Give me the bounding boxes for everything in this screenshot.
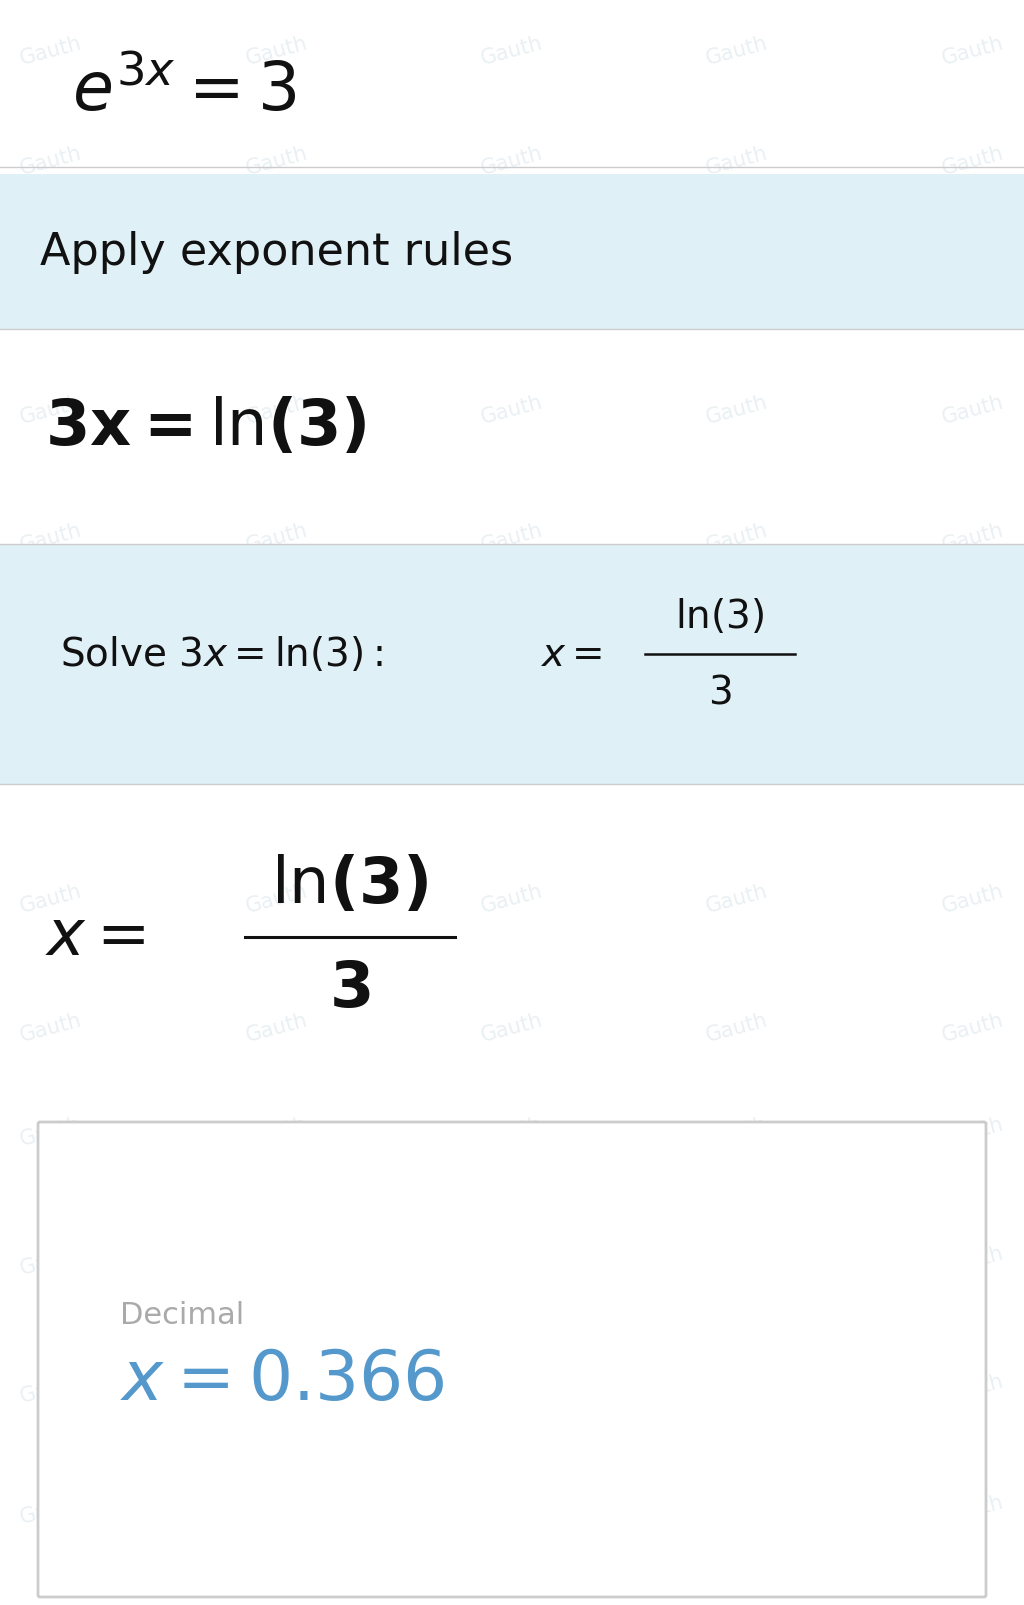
Text: Gauth: Gauth bbox=[940, 753, 1006, 788]
Text: Gauth: Gauth bbox=[479, 1010, 545, 1045]
Text: Gauth: Gauth bbox=[18, 271, 84, 307]
Text: Gauth: Gauth bbox=[244, 1491, 309, 1526]
Text: Gauth: Gauth bbox=[705, 271, 770, 307]
Text: Gauth: Gauth bbox=[479, 632, 545, 668]
Text: Gauth: Gauth bbox=[18, 520, 84, 555]
Text: Gauth: Gauth bbox=[479, 520, 545, 555]
Text: Gauth: Gauth bbox=[244, 143, 309, 178]
Text: $\mathbf{3}$: $\mathbf{3}$ bbox=[330, 958, 371, 1019]
Text: $e^{3x}=3$: $e^{3x}=3$ bbox=[72, 59, 296, 125]
Text: Gauth: Gauth bbox=[479, 1114, 545, 1149]
Text: Gauth: Gauth bbox=[18, 881, 84, 916]
Text: Gauth: Gauth bbox=[705, 392, 770, 427]
Text: Gauth: Gauth bbox=[940, 34, 1006, 69]
Text: Gauth: Gauth bbox=[705, 1010, 770, 1045]
Text: Gauth: Gauth bbox=[705, 34, 770, 69]
Text: Gauth: Gauth bbox=[705, 881, 770, 916]
Text: Gauth: Gauth bbox=[705, 143, 770, 178]
Text: Gauth: Gauth bbox=[705, 1114, 770, 1149]
Text: Gauth: Gauth bbox=[705, 632, 770, 668]
Text: Gauth: Gauth bbox=[244, 1242, 309, 1278]
Text: Gauth: Gauth bbox=[18, 143, 84, 178]
Text: Gauth: Gauth bbox=[244, 271, 309, 307]
Text: Gauth: Gauth bbox=[940, 1010, 1006, 1045]
Text: Gauth: Gauth bbox=[940, 1491, 1006, 1526]
Text: Gauth: Gauth bbox=[940, 1114, 1006, 1149]
Text: Gauth: Gauth bbox=[940, 1242, 1006, 1278]
Text: Gauth: Gauth bbox=[940, 881, 1006, 916]
Text: Gauth: Gauth bbox=[244, 520, 309, 555]
Text: Gauth: Gauth bbox=[705, 520, 770, 555]
Text: Gauth: Gauth bbox=[479, 271, 545, 307]
Text: Gauth: Gauth bbox=[244, 881, 309, 916]
Text: Decimal: Decimal bbox=[120, 1300, 245, 1329]
Text: Gauth: Gauth bbox=[940, 1371, 1006, 1406]
Text: Gauth: Gauth bbox=[940, 392, 1006, 427]
Text: Gauth: Gauth bbox=[18, 392, 84, 427]
Text: Gauth: Gauth bbox=[18, 1371, 84, 1406]
Text: Gauth: Gauth bbox=[479, 1371, 545, 1406]
Text: Gauth: Gauth bbox=[479, 881, 545, 916]
Text: $x=0.366$: $x=0.366$ bbox=[120, 1347, 444, 1412]
Text: Gauth: Gauth bbox=[244, 1114, 309, 1149]
Text: Gauth: Gauth bbox=[244, 1371, 309, 1406]
Text: Gauth: Gauth bbox=[479, 34, 545, 69]
Text: Gauth: Gauth bbox=[244, 632, 309, 668]
Text: $\mathbf{3x=\ln(3)}$: $\mathbf{3x=\ln(3)}$ bbox=[45, 396, 367, 457]
Text: Gauth: Gauth bbox=[940, 632, 1006, 668]
Text: Gauth: Gauth bbox=[18, 1114, 84, 1149]
Text: Gauth: Gauth bbox=[479, 1491, 545, 1526]
Text: Gauth: Gauth bbox=[18, 1491, 84, 1526]
FancyBboxPatch shape bbox=[0, 544, 1024, 785]
FancyBboxPatch shape bbox=[38, 1122, 986, 1597]
Text: $\mathbf{\ln(3)}$: $\mathbf{\ln(3)}$ bbox=[271, 854, 429, 915]
Text: Gauth: Gauth bbox=[940, 143, 1006, 178]
Text: Gauth: Gauth bbox=[705, 1371, 770, 1406]
Text: Gauth: Gauth bbox=[244, 753, 309, 788]
Text: Gauth: Gauth bbox=[479, 1242, 545, 1278]
Text: Gauth: Gauth bbox=[705, 1491, 770, 1526]
Text: Gauth: Gauth bbox=[18, 753, 84, 788]
Text: Gauth: Gauth bbox=[479, 143, 545, 178]
Text: $x=$: $x=$ bbox=[45, 907, 145, 968]
Text: Gauth: Gauth bbox=[705, 753, 770, 788]
Text: Gauth: Gauth bbox=[18, 632, 84, 668]
Text: Gauth: Gauth bbox=[479, 753, 545, 788]
Text: $3$: $3$ bbox=[709, 674, 732, 711]
Text: Gauth: Gauth bbox=[705, 1242, 770, 1278]
Text: Gauth: Gauth bbox=[18, 1010, 84, 1045]
Text: Gauth: Gauth bbox=[18, 34, 84, 69]
Text: Gauth: Gauth bbox=[244, 392, 309, 427]
Text: $\ln(3)$: $\ln(3)$ bbox=[676, 597, 765, 636]
Text: Gauth: Gauth bbox=[940, 520, 1006, 555]
Text: Gauth: Gauth bbox=[18, 1242, 84, 1278]
Text: Gauth: Gauth bbox=[479, 392, 545, 427]
Text: $x=$: $x=$ bbox=[540, 636, 602, 674]
Text: Gauth: Gauth bbox=[244, 34, 309, 69]
FancyBboxPatch shape bbox=[0, 175, 1024, 329]
Text: Solve $3x=\ln(3):$: Solve $3x=\ln(3):$ bbox=[60, 636, 383, 674]
Text: Gauth: Gauth bbox=[244, 1010, 309, 1045]
Text: Apply exponent rules: Apply exponent rules bbox=[40, 231, 513, 274]
Text: Gauth: Gauth bbox=[940, 271, 1006, 307]
